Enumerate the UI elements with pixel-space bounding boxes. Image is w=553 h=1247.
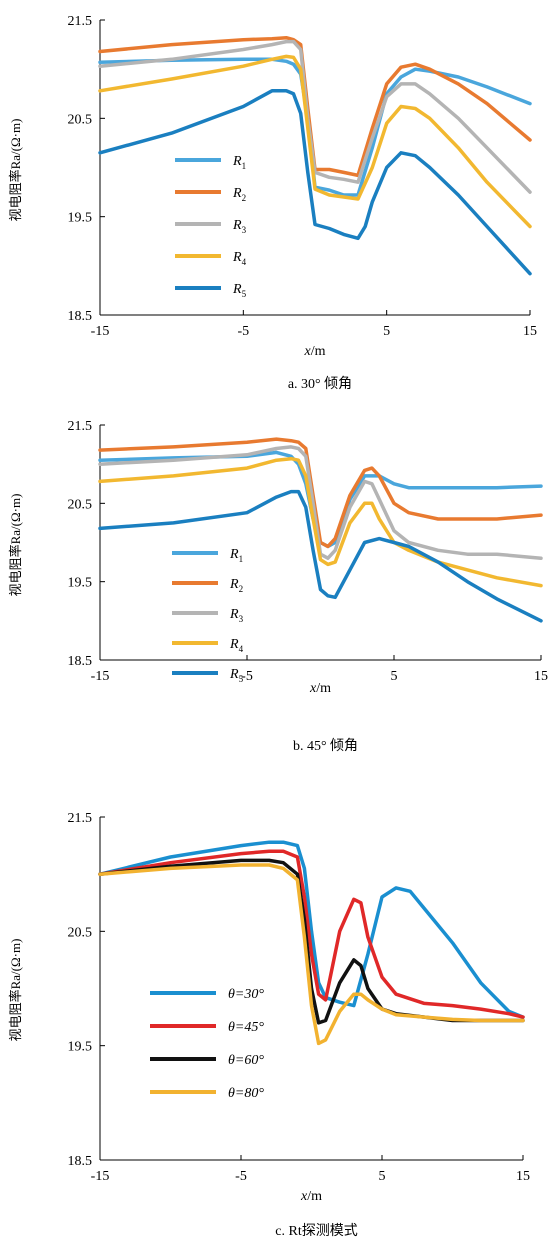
y-tick-label: 19.5 — [68, 211, 93, 226]
y-tick-label: 19.5 — [68, 576, 93, 591]
legend-name: R — [229, 667, 239, 682]
legend-name: R — [232, 186, 242, 201]
x-tick-label: -15 — [91, 669, 110, 684]
y-tick-label: 18.5 — [68, 654, 93, 669]
x-tick-label: 5 — [391, 669, 398, 684]
legend-name: θ=80° — [228, 1086, 264, 1101]
series-line-5 — [98, 489, 543, 623]
chart-3: 21.5 20.5 19.5 18.5-15 -5 5 15 x/m 视电阻率Ra/(Ω·m) c… — [8, 811, 530, 1239]
legend-sub: 2 — [239, 584, 244, 594]
legend-label-1: θ=30° — [228, 987, 264, 1002]
legend-name: R — [232, 218, 242, 233]
legend-label-4: θ=80° — [228, 1086, 264, 1101]
x-tick-label: -15 — [91, 1169, 110, 1184]
x-tick-label: 5 — [379, 1169, 386, 1184]
legend-name: R — [229, 637, 239, 652]
legend-label-4: R4 — [229, 637, 244, 654]
legend: θ=30° θ=45° θ=60° θ=80° — [150, 987, 264, 1101]
legend-name: R — [232, 250, 242, 265]
chart-2: 21.520.519.518.5-15 -5 5 15x/m视电阻率Ra/(Ω·m)b… — [8, 419, 548, 754]
y-tick-label: 20.5 — [68, 112, 93, 127]
legend-label-2: θ=45° — [228, 1020, 264, 1035]
y-axis-label: 视电阻率Ra/(Ω·m) — [8, 119, 23, 222]
legend-label-2: R2 — [229, 577, 243, 594]
x-axis-label-var: x — [304, 344, 312, 359]
x-axis-label-unit: /m — [307, 1189, 322, 1204]
x-tick-label: 15 — [534, 669, 548, 684]
chart-caption: a. 30° 倾角 — [288, 376, 352, 392]
legend-name: R — [232, 154, 242, 169]
x-axis-label-unit: /m — [316, 681, 331, 696]
legend-label-5: R5 — [229, 667, 244, 684]
legend-name: R — [229, 547, 239, 562]
series-line-2 — [98, 437, 543, 549]
x-axis-label-var: x — [309, 681, 317, 696]
legend-name: θ=30° — [228, 987, 264, 1002]
legend-label-3: R3 — [232, 218, 247, 235]
legend-sub: 1 — [239, 554, 244, 564]
x-axis-label: x/m — [300, 1189, 322, 1204]
legend-sub: 3 — [239, 614, 244, 624]
legend-label-2: R2 — [232, 186, 246, 203]
legend-label-3: θ=60° — [228, 1053, 264, 1068]
x-tick-label: -5 — [237, 324, 249, 339]
legend-sub: 1 — [242, 161, 247, 171]
y-tick-label: 20.5 — [68, 925, 93, 940]
legend-name: R — [229, 607, 239, 622]
y-axis-label: 视电阻率Ra/(Ω·m) — [8, 939, 23, 1042]
x-tick-label: 15 — [523, 324, 537, 339]
series-line-3 — [98, 445, 543, 560]
x-tick-label: 5 — [383, 324, 390, 339]
legend-label-4: R4 — [232, 250, 247, 267]
legend-label-3: R3 — [229, 607, 244, 624]
legend-label-1: R1 — [232, 154, 246, 171]
legend-sub: 5 — [242, 289, 247, 299]
y-tick-label: 20.5 — [68, 497, 93, 512]
legend-name: θ=45° — [228, 1020, 264, 1035]
series-line-4 — [98, 863, 525, 1046]
y-tick-label: 21.5 — [68, 811, 93, 826]
series-line-4 — [98, 54, 532, 229]
x-axis-label: x/m — [304, 344, 326, 359]
legend-sub: 4 — [239, 644, 244, 654]
y-tick-label: 18.5 — [68, 1154, 93, 1169]
y-axis-label: 视电阻率Ra/(Ω·m) — [8, 494, 23, 597]
x-axis-label-unit: /m — [311, 344, 326, 359]
x-axis-label-var: x — [300, 1189, 308, 1204]
legend-label-1: R1 — [229, 547, 243, 564]
x-tick-label: -15 — [91, 324, 110, 339]
y-tick-label: 18.5 — [68, 309, 93, 324]
x-tick-label: -5 — [235, 1169, 247, 1184]
legend-sub: 3 — [242, 225, 247, 235]
chart-1: 21.520.519.518.5-15 -5 5 15x/m视电阻率Ra/(Ω·m)a… — [8, 14, 537, 392]
legend-name: R — [232, 282, 242, 297]
series-line-1 — [98, 840, 525, 1019]
y-tick-label: 19.5 — [68, 1040, 93, 1055]
y-tick-label: 21.5 — [68, 14, 93, 29]
legend-sub: 4 — [242, 257, 247, 267]
x-axis-label: x/m — [309, 681, 331, 696]
y-tick-label: 21.5 — [68, 419, 93, 434]
x-tick-label: -5 — [241, 669, 253, 684]
legend-name: R — [229, 577, 239, 592]
series-line-2 — [98, 35, 532, 178]
x-tick-label: 15 — [516, 1169, 530, 1184]
series-line-2 — [98, 849, 525, 1019]
legend-sub: 5 — [239, 674, 244, 684]
series-line-5 — [98, 89, 532, 276]
chart-caption: c. Rt探测模式 — [275, 1223, 357, 1239]
chart-caption: b. 45° 倾角 — [293, 738, 358, 754]
legend-label-5: R5 — [232, 282, 247, 299]
series-line-3 — [98, 39, 532, 194]
legend-sub: 2 — [242, 193, 247, 203]
legend-name: θ=60° — [228, 1053, 264, 1068]
